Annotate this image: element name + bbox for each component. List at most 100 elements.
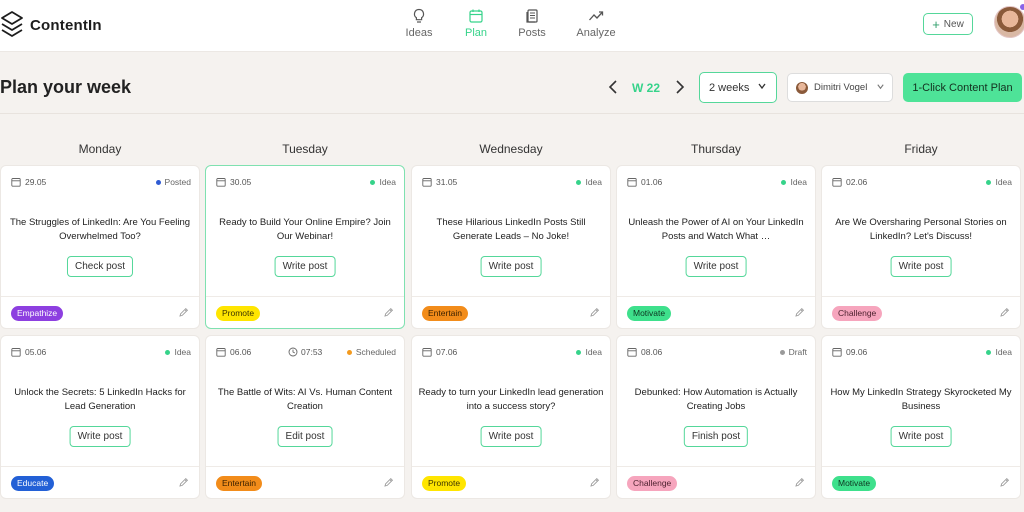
post-title[interactable]: The Struggles of LinkedIn: Are You Feeli…: [9, 217, 191, 242]
content-type-tag[interactable]: Motivate: [832, 476, 877, 491]
post-action-button[interactable]: Check post: [66, 256, 134, 277]
post-title[interactable]: The Battle of Wits: AI Vs. Human Content…: [217, 387, 393, 412]
content-type-tag[interactable]: Challenge: [627, 476, 678, 491]
pencil-icon[interactable]: [589, 307, 600, 318]
post-card[interactable]: 07.06 Idea Ready to turn your LinkedIn lea…: [411, 335, 611, 499]
status-text: Idea: [174, 347, 191, 357]
pencil-icon[interactable]: [794, 477, 805, 488]
trend-icon: [589, 11, 604, 21]
status-dot: [370, 179, 376, 185]
nav-posts[interactable]: Posts: [510, 8, 554, 39]
previous-week-button[interactable]: [608, 79, 618, 100]
card-divider: [412, 296, 610, 297]
status-badge: Idea: [986, 347, 1012, 357]
chevron-down-icon: [877, 84, 884, 90]
chevron-right-icon: [676, 80, 685, 94]
post-date: 01.06: [627, 177, 662, 187]
post-card[interactable]: 06.06 07:53 Scheduled The Battle of Wits: A…: [205, 335, 405, 499]
pencil-icon[interactable]: [589, 477, 600, 488]
card-divider: [617, 466, 815, 467]
calendar-icon: [11, 348, 21, 357]
pencil-icon[interactable]: [178, 307, 189, 318]
post-action-button[interactable]: Finish post: [683, 426, 749, 447]
post-card[interactable]: 30.05 Idea Ready to Build Your Online Empi…: [205, 165, 405, 329]
post-card[interactable]: 31.05 Idea These Hilarious LinkedIn Posts …: [411, 165, 611, 329]
post-action-button[interactable]: Edit post: [277, 426, 333, 447]
post-time: 07:53: [288, 347, 322, 357]
new-button[interactable]: + New: [923, 13, 973, 35]
post-action-button[interactable]: Write post: [69, 426, 131, 447]
post-title[interactable]: Unlock the Secrets: 5 LinkedIn Hacks for…: [14, 387, 186, 412]
pencil-icon[interactable]: [383, 307, 394, 318]
post-title[interactable]: These Hilarious LinkedIn Posts Still Gen…: [436, 217, 586, 242]
card-divider: [822, 296, 1020, 297]
user-select[interactable]: Dimitri Vogel: [787, 73, 893, 102]
status-badge: Idea: [986, 177, 1012, 187]
post-date: 29.05: [11, 177, 46, 187]
post-action-button[interactable]: Write post: [274, 256, 336, 277]
documents-icon: [526, 9, 538, 23]
user-avatar[interactable]: [994, 6, 1024, 38]
status-text: Draft: [788, 347, 807, 357]
status-dot: [576, 349, 582, 355]
post-card[interactable]: 02.06 Idea Are We Oversharing Personal Sto…: [821, 165, 1021, 329]
calendar-icon: [216, 348, 226, 357]
next-week-button[interactable]: [675, 79, 685, 100]
content-type-tag[interactable]: Entertain: [422, 306, 469, 321]
nav-ideas[interactable]: Ideas: [396, 8, 442, 39]
status-dot: [986, 179, 992, 185]
content-type-tag[interactable]: Motivate: [627, 306, 672, 321]
status-text: Idea: [995, 347, 1012, 357]
pencil-icon[interactable]: [383, 477, 394, 488]
day-header-thursday: Thursday: [690, 142, 742, 156]
post-date-text: 29.05: [25, 177, 47, 187]
nav-plan[interactable]: Plan: [442, 8, 510, 39]
card-divider: [412, 466, 610, 467]
nav-ideas-label: Ideas: [405, 27, 433, 39]
status-text: Posted: [164, 177, 191, 187]
nav-analyze[interactable]: Analyze: [554, 8, 638, 39]
status-dot: [781, 179, 787, 185]
content-type-tag[interactable]: Empathize: [11, 306, 64, 321]
post-action-button[interactable]: Write post: [890, 256, 952, 277]
post-card[interactable]: 01.06 Idea Unleash the Power of AI on Your…: [616, 165, 816, 329]
post-date: 02.06: [832, 177, 867, 187]
post-action-button[interactable]: Write post: [480, 256, 542, 277]
status-badge: Idea: [576, 177, 602, 187]
pencil-icon[interactable]: [999, 307, 1010, 318]
post-date: 06.06: [216, 347, 251, 357]
pencil-icon[interactable]: [178, 477, 189, 488]
post-card[interactable]: 08.06 Draft Debunked: How Automation is Ac…: [616, 335, 816, 499]
content-type-tag[interactable]: Challenge: [832, 306, 883, 321]
post-title[interactable]: Are We Oversharing Personal Stories on L…: [835, 217, 1007, 242]
post-title[interactable]: Ready to Build Your Online Empire? Join …: [219, 217, 391, 242]
content-type-tag[interactable]: Entertain: [216, 476, 263, 491]
content-type-tag[interactable]: Promote: [422, 476, 467, 491]
post-date: 30.05: [216, 177, 251, 187]
one-click-content-plan-button[interactable]: 1-Click Content Plan: [903, 73, 1022, 102]
post-title[interactable]: Debunked: How Automation is Actually Cre…: [634, 387, 798, 412]
post-title[interactable]: Ready to turn your LinkedIn lead generat…: [418, 387, 604, 412]
post-title[interactable]: Unleash the Power of AI on Your LinkedIn…: [628, 217, 804, 242]
pencil-icon[interactable]: [999, 477, 1010, 488]
pencil-icon[interactable]: [794, 307, 805, 318]
content-type-tag[interactable]: Educate: [11, 476, 55, 491]
day-header-friday: Friday: [904, 142, 938, 156]
post-card[interactable]: 05.06 Idea Unlock the Secrets: 5 LinkedIn …: [0, 335, 200, 499]
post-card[interactable]: 09.06 Idea How My LinkedIn Strategy Skyroc…: [821, 335, 1021, 499]
post-date: 05.06: [11, 347, 46, 357]
card-divider: [1, 296, 199, 297]
nav-analyze-label: Analyze: [576, 27, 616, 39]
nav-posts-label: Posts: [518, 27, 546, 39]
logo[interactable]: ContentIn: [0, 10, 102, 40]
post-date-text: 06.06: [230, 347, 252, 357]
post-title[interactable]: How My LinkedIn Strategy Skyrocketed My …: [830, 387, 1012, 412]
post-action-button[interactable]: Write post: [890, 426, 952, 447]
post-action-button[interactable]: Write post: [480, 426, 542, 447]
calendar-icon: [11, 178, 21, 187]
range-select[interactable]: 2 weeks: [699, 72, 777, 103]
day-header-wednesday: Wednesday: [479, 142, 543, 156]
content-type-tag[interactable]: Promote: [216, 306, 261, 321]
post-action-button[interactable]: Write post: [685, 256, 747, 277]
post-card[interactable]: 29.05 Posted The Struggles of LinkedIn: Ar…: [0, 165, 200, 329]
